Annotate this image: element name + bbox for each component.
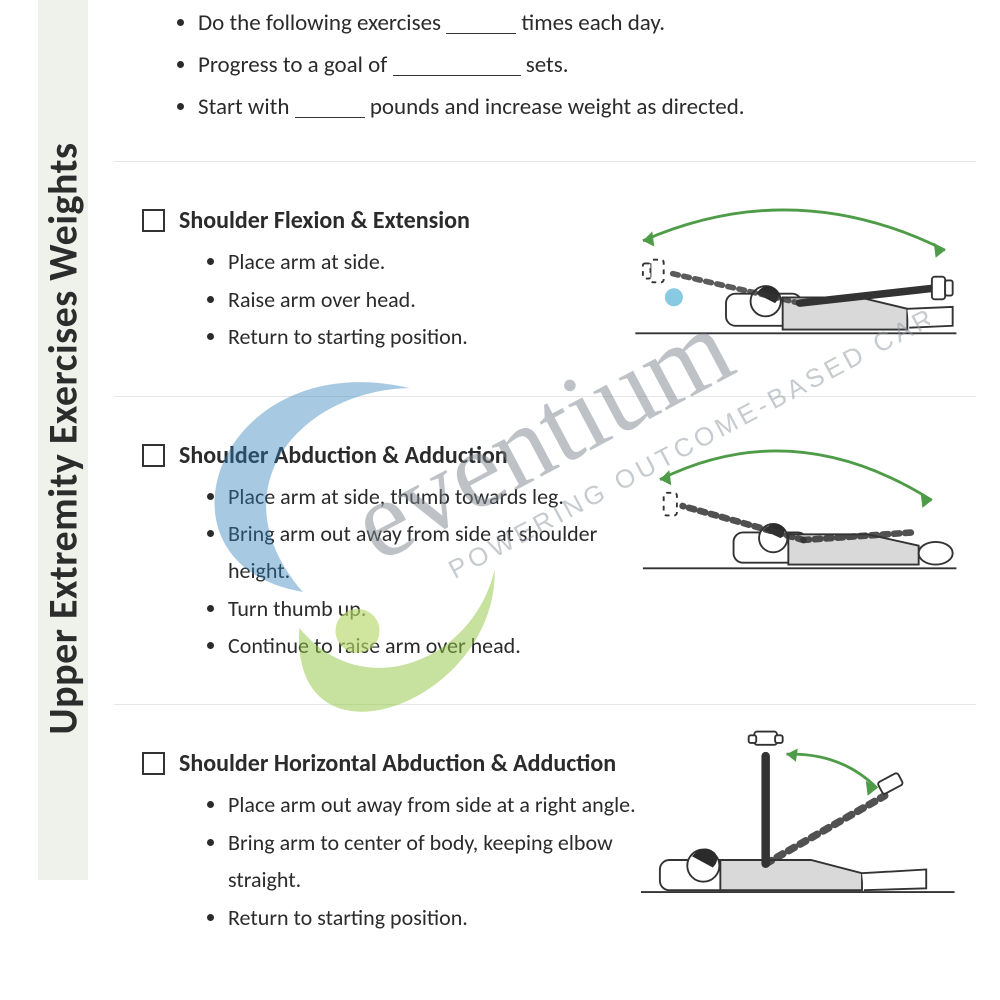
- intro-item: Start with pounds and increase weight as…: [198, 90, 960, 126]
- page: Upper Extremity Exercises Weights Do the…: [0, 0, 1000, 1000]
- exercise-checkbox[interactable]: [142, 444, 165, 467]
- blank-field[interactable]: [295, 94, 365, 118]
- exercise-step: Place arm at side, thumb towards leg.: [228, 478, 648, 515]
- exercise-illustration: [624, 198, 964, 378]
- exercise-step: Bring arm out away from side at shoulder…: [228, 515, 648, 590]
- side-title-text: Upper Extremity Exercises Weights: [39, 142, 88, 734]
- exercise-title: Shoulder Horizontal Abduction & Adductio…: [179, 749, 616, 778]
- intro-list: Do the following exercises times each da…: [110, 0, 980, 161]
- exercise-step: Turn thumb up.: [228, 590, 648, 627]
- exercise-checkbox[interactable]: [142, 209, 165, 232]
- blank-field[interactable]: [446, 10, 516, 34]
- exercise-step: Bring arm to center of body, keeping elb…: [228, 824, 648, 899]
- intro-item: Do the following exercises times each da…: [198, 6, 960, 42]
- exercise-section: Shoulder Horizontal Abduction & Adductio…: [110, 705, 980, 976]
- exercise-checkbox[interactable]: [142, 752, 165, 775]
- exercise-step: Raise arm over head.: [228, 281, 648, 318]
- exercise-illustration: [624, 433, 964, 613]
- exercise-section: Shoulder Flexion & Extension Place arm at…: [110, 162, 980, 395]
- content: Do the following exercises times each da…: [110, 0, 980, 1000]
- intro-text: pounds and increase weight as directed.: [365, 93, 745, 121]
- blank-field[interactable]: [393, 52, 521, 76]
- exercise-title: Shoulder Abduction & Adduction: [179, 441, 508, 470]
- exercise-step: Return to starting position.: [228, 899, 648, 936]
- exercise-step: Place arm at side.: [228, 243, 648, 280]
- exercise-title: Shoulder Flexion & Extension: [179, 206, 470, 235]
- intro-text: times each day.: [516, 9, 665, 37]
- intro-item: Progress to a goal of sets.: [198, 48, 960, 84]
- exercise-section: Shoulder Abduction & Adduction Place arm …: [110, 397, 980, 705]
- intro-text: Progress to a goal of: [198, 51, 393, 79]
- intro-text: Start with: [198, 93, 295, 121]
- intro-text: sets.: [521, 51, 569, 79]
- exercise-illustration: [624, 709, 964, 909]
- exercise-step: Place arm out away from side at a right …: [228, 786, 648, 823]
- exercise-step: Continue to raise arm over head.: [228, 627, 648, 664]
- exercise-step: Return to starting position.: [228, 318, 648, 355]
- intro-text: Do the following exercises: [198, 9, 446, 37]
- side-title: Upper Extremity Exercises Weights: [36, 38, 90, 838]
